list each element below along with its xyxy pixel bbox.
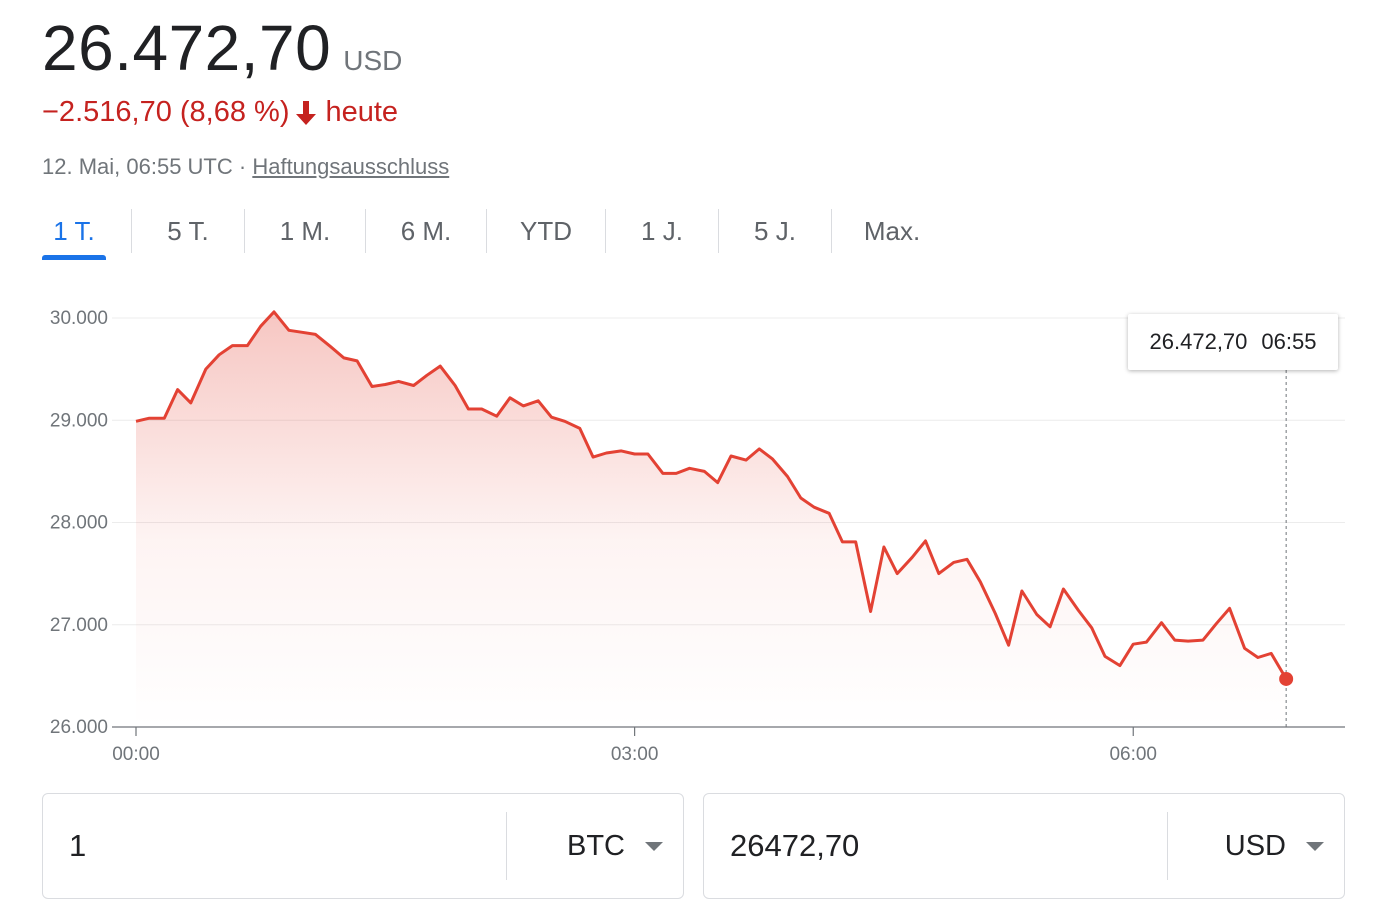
dropdown-caret-icon <box>1306 841 1324 851</box>
x-tick-label: 03:00 <box>611 744 659 765</box>
converter-to: USD <box>703 793 1345 899</box>
from-amount-input[interactable] <box>43 793 506 899</box>
tab-5-days[interactable]: 5 T. <box>167 215 209 246</box>
tab-6-months[interactable]: 6 M. <box>400 215 452 246</box>
range-tabs: 1 T. 5 T. 1 M. 6 M. YTD 1 J. 5 J. Max. <box>42 206 952 260</box>
meta-separator: · <box>238 154 247 179</box>
price-currency: USD <box>343 45 403 76</box>
tab-divider <box>605 209 606 253</box>
y-axis: 30.000 29.000 28.000 27.000 26.000 <box>50 308 108 738</box>
to-amount-input[interactable] <box>704 793 1167 899</box>
y-tick-label: 26.000 <box>50 717 108 738</box>
tab-1-day[interactable]: 1 T. <box>42 206 106 260</box>
x-tick-label: 06:00 <box>1109 744 1157 765</box>
tab-divider <box>365 209 366 253</box>
arrow-down-icon <box>293 99 319 127</box>
dropdown-caret-icon <box>645 841 663 851</box>
tab-1-year[interactable]: 1 J. <box>641 215 683 246</box>
tab-max[interactable]: Max. <box>863 215 921 246</box>
converter-divider <box>506 812 507 880</box>
change-value: −2.516,70 (8,68 %) <box>42 96 290 128</box>
to-currency-select[interactable]: USD <box>1168 794 1344 898</box>
tab-divider <box>244 209 245 253</box>
to-currency-label: USD <box>1224 829 1286 862</box>
tab-divider <box>831 209 832 253</box>
converter-from: BTC <box>42 793 684 899</box>
x-axis: 00:00 03:00 06:00 <box>112 726 1345 765</box>
price-chart[interactable]: 30.000 29.000 28.000 27.000 26.000 00:00 03:0… <box>0 270 1393 770</box>
last-price-dot <box>1279 671 1294 686</box>
quote-meta: 12. Mai, 06:55 UTC · Haftungsausschluss <box>42 154 449 180</box>
y-tick-label: 28.000 <box>50 513 108 534</box>
chart-tooltip: 26.472,70 06:55 <box>1128 314 1338 370</box>
converter-divider <box>1167 812 1168 880</box>
disclaimer-link[interactable]: Haftungsausschluss <box>252 154 450 179</box>
y-tick-label: 30.000 <box>50 308 108 329</box>
price-line <box>135 310 1288 680</box>
x-tick-label: 00:00 <box>112 744 160 765</box>
change-period: heute <box>325 96 399 128</box>
price-change: −2.516,70 (8,68 %) heute <box>42 96 398 129</box>
from-currency-label: BTC <box>567 829 625 862</box>
tooltip-time: 06:55 <box>1261 329 1317 354</box>
y-tick-label: 29.000 <box>50 410 108 431</box>
price-header: 26.472,70 USD <box>42 8 402 88</box>
quote-timestamp: 12. Mai, 06:55 UTC <box>42 154 233 179</box>
tooltip-price: 26.472,70 <box>1149 329 1248 354</box>
current-price: 26.472,70 <box>42 12 332 84</box>
tab-5-years[interactable]: 5 J. <box>754 215 796 246</box>
tab-divider <box>131 209 132 253</box>
price-area <box>136 311 1287 727</box>
tab-divider <box>718 209 719 253</box>
from-currency-select[interactable]: BTC <box>507 794 683 898</box>
tab-1-month[interactable]: 1 M. <box>279 215 331 246</box>
y-tick-label: 27.000 <box>50 615 108 636</box>
tab-divider <box>486 209 487 253</box>
tab-ytd[interactable]: YTD <box>520 215 572 246</box>
